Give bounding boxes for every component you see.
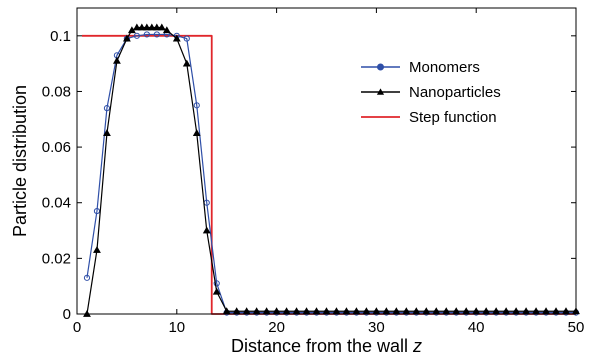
data-point-circle bbox=[153, 31, 160, 38]
data-point-triangle bbox=[202, 226, 211, 234]
data-point-circle bbox=[103, 105, 111, 112]
data-point-triangle bbox=[93, 246, 101, 253]
legend-label: Nanoparticles bbox=[409, 84, 501, 101]
data-point-circle bbox=[83, 274, 91, 281]
x-tick-label: 10 bbox=[168, 319, 185, 336]
data-point-triangle bbox=[157, 23, 166, 31]
y-tick-label: 0.06 bbox=[42, 139, 71, 156]
y-tick-label: 0.02 bbox=[42, 250, 71, 267]
legend-label: Step function bbox=[409, 109, 497, 126]
legend-marker bbox=[377, 63, 384, 71]
x-tick-label: 40 bbox=[468, 319, 485, 336]
y-axis-title: Particle distribution bbox=[10, 85, 30, 237]
x-tick-label: 0 bbox=[73, 319, 81, 336]
y-tick-label: 0.04 bbox=[42, 195, 71, 212]
legend-item-monomers: Monomers bbox=[361, 59, 480, 76]
legend: Monomers Nanoparticles Step function bbox=[352, 50, 542, 130]
data-point-triangle bbox=[132, 23, 141, 31]
data-point-circle bbox=[213, 280, 220, 287]
data-point-triangle bbox=[172, 34, 181, 42]
x-tick-label: 50 bbox=[568, 319, 585, 336]
data-point-triangle bbox=[212, 287, 221, 295]
axis-ticks: 0 10 20 30 40 50 0 0.02 0.04 0.06 0.08 0.1 bbox=[42, 8, 585, 336]
data-point-circle bbox=[193, 102, 200, 109]
x-tick-label: 20 bbox=[268, 319, 285, 336]
x-axis-title-variable: z bbox=[412, 336, 422, 356]
data-point-triangle bbox=[152, 23, 161, 31]
legend-marker bbox=[376, 88, 385, 95]
legend-item-nanoparticles: Nanoparticles bbox=[361, 84, 501, 101]
data-point-triangle bbox=[137, 23, 146, 31]
data-point-triangle bbox=[192, 129, 201, 137]
data-point-triangle bbox=[113, 56, 121, 64]
data-point-circle bbox=[133, 32, 140, 39]
data-point-circle bbox=[143, 31, 150, 38]
y-tick-label: 0.08 bbox=[42, 83, 71, 100]
data-point-triangle bbox=[103, 129, 111, 137]
legend-item-step-function: Step function bbox=[361, 109, 497, 126]
data-point-triangle bbox=[162, 26, 171, 34]
x-axis-title-text: Distance from the wall bbox=[231, 336, 413, 356]
data-point-triangle bbox=[147, 23, 156, 31]
y-tick-label: 0 bbox=[63, 306, 71, 323]
plot-frame bbox=[76, 7, 577, 315]
legend-label: Monomers bbox=[409, 59, 480, 76]
data-point-circle bbox=[183, 35, 190, 42]
data-point-triangle bbox=[122, 34, 131, 42]
data-point-triangle bbox=[142, 23, 151, 31]
data-point-circle bbox=[93, 207, 101, 215]
y-tick-label: 0.1 bbox=[50, 28, 71, 45]
data-point-triangle bbox=[182, 59, 191, 67]
x-axis-title: Distance from the wall z bbox=[231, 336, 422, 356]
x-tick-label: 30 bbox=[368, 319, 385, 336]
